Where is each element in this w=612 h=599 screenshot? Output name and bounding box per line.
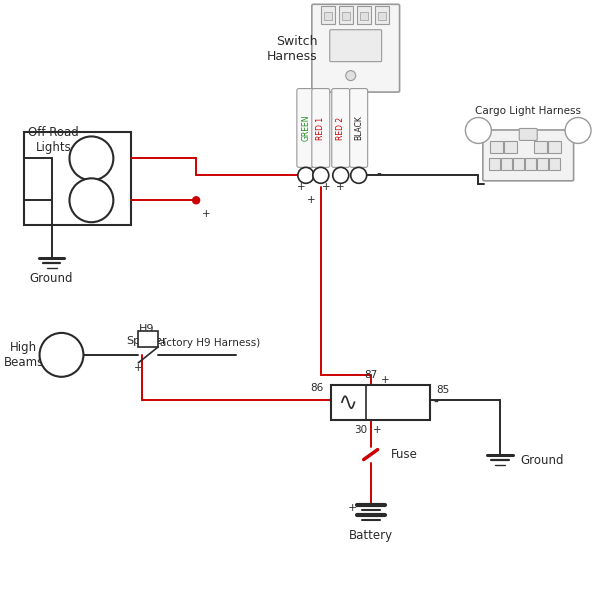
Text: +: + — [307, 195, 315, 205]
Text: -: - — [376, 168, 381, 182]
FancyBboxPatch shape — [297, 89, 315, 167]
Text: H9
Splitter: H9 Splitter — [126, 324, 166, 346]
Text: 3: 3 — [338, 171, 343, 180]
Text: -: - — [433, 396, 438, 410]
Bar — [549, 158, 560, 170]
Text: -: - — [73, 193, 78, 207]
Circle shape — [351, 167, 367, 183]
Bar — [501, 158, 512, 170]
FancyBboxPatch shape — [519, 128, 537, 140]
Circle shape — [193, 197, 200, 204]
Bar — [138, 331, 159, 347]
Text: 9: 9 — [505, 162, 509, 167]
Text: +: + — [202, 209, 211, 219]
Text: RED 1: RED 1 — [316, 116, 326, 140]
FancyBboxPatch shape — [332, 89, 349, 167]
Text: 8: 8 — [517, 162, 521, 167]
Circle shape — [465, 117, 491, 143]
Text: 2: 2 — [539, 143, 543, 152]
Circle shape — [40, 333, 83, 377]
FancyBboxPatch shape — [312, 89, 330, 167]
Text: +: + — [373, 425, 382, 435]
Bar — [378, 12, 386, 20]
Bar — [490, 158, 500, 170]
Bar — [360, 12, 368, 20]
Text: +: + — [337, 182, 345, 192]
Bar — [324, 12, 332, 20]
Text: RED 2: RED 2 — [336, 116, 345, 140]
Text: Battery: Battery — [349, 529, 393, 542]
Text: (Factory H9 Harness): (Factory H9 Harness) — [152, 338, 261, 348]
Text: 6: 6 — [541, 162, 545, 167]
Text: 5: 5 — [553, 162, 556, 167]
Bar — [375, 6, 389, 24]
Text: -: - — [73, 152, 78, 165]
Text: +: + — [101, 193, 110, 203]
Text: Cargo Light Harness: Cargo Light Harness — [476, 105, 581, 116]
Text: Ground: Ground — [30, 271, 73, 285]
Circle shape — [333, 167, 349, 183]
Circle shape — [346, 71, 356, 81]
Text: +: + — [297, 182, 305, 192]
Circle shape — [298, 167, 314, 183]
Text: 4: 4 — [494, 143, 499, 152]
Bar — [341, 12, 349, 20]
Bar — [338, 6, 353, 24]
Text: Switch
Harness: Switch Harness — [267, 35, 318, 63]
Text: 2: 2 — [318, 171, 324, 180]
FancyBboxPatch shape — [330, 30, 382, 62]
Text: +: + — [321, 182, 330, 192]
Text: 4: 4 — [356, 171, 362, 180]
Text: 86: 86 — [310, 383, 323, 393]
Text: +: + — [101, 152, 110, 161]
Text: 30: 30 — [354, 425, 367, 435]
Bar — [490, 141, 503, 153]
Text: BLACK: BLACK — [354, 116, 363, 140]
Bar — [504, 141, 517, 153]
Text: 3: 3 — [509, 143, 513, 152]
Text: Fuse: Fuse — [390, 448, 417, 461]
Text: Off Road
Lights: Off Road Lights — [28, 126, 79, 155]
Text: 1: 1 — [552, 143, 557, 152]
Text: ILL+: ILL+ — [570, 126, 587, 135]
Circle shape — [70, 137, 113, 180]
Text: +: + — [334, 392, 343, 402]
Text: +: + — [134, 363, 143, 373]
Bar — [24, 132, 132, 225]
Text: 10: 10 — [491, 162, 499, 167]
Text: 1: 1 — [303, 171, 308, 180]
Text: Ground: Ground — [520, 454, 564, 467]
Text: ILL-: ILL- — [472, 126, 485, 135]
Text: 87: 87 — [364, 370, 377, 380]
Text: 7: 7 — [529, 162, 532, 167]
Text: High
Beams: High Beams — [4, 341, 43, 369]
Bar — [321, 6, 335, 24]
Text: +: + — [381, 375, 390, 385]
Text: GREEN: GREEN — [301, 115, 310, 141]
Bar — [534, 141, 547, 153]
Text: Relay: Relay — [382, 397, 414, 407]
Bar — [513, 158, 524, 170]
Text: 85: 85 — [436, 385, 449, 395]
Bar — [525, 158, 536, 170]
Bar — [537, 158, 548, 170]
Circle shape — [565, 117, 591, 143]
Circle shape — [313, 167, 329, 183]
Bar — [330, 385, 430, 420]
Bar — [548, 141, 561, 153]
Bar — [357, 6, 371, 24]
Circle shape — [70, 179, 113, 222]
Text: +: + — [348, 503, 357, 513]
FancyBboxPatch shape — [483, 130, 573, 181]
FancyBboxPatch shape — [312, 4, 400, 92]
FancyBboxPatch shape — [349, 89, 368, 167]
